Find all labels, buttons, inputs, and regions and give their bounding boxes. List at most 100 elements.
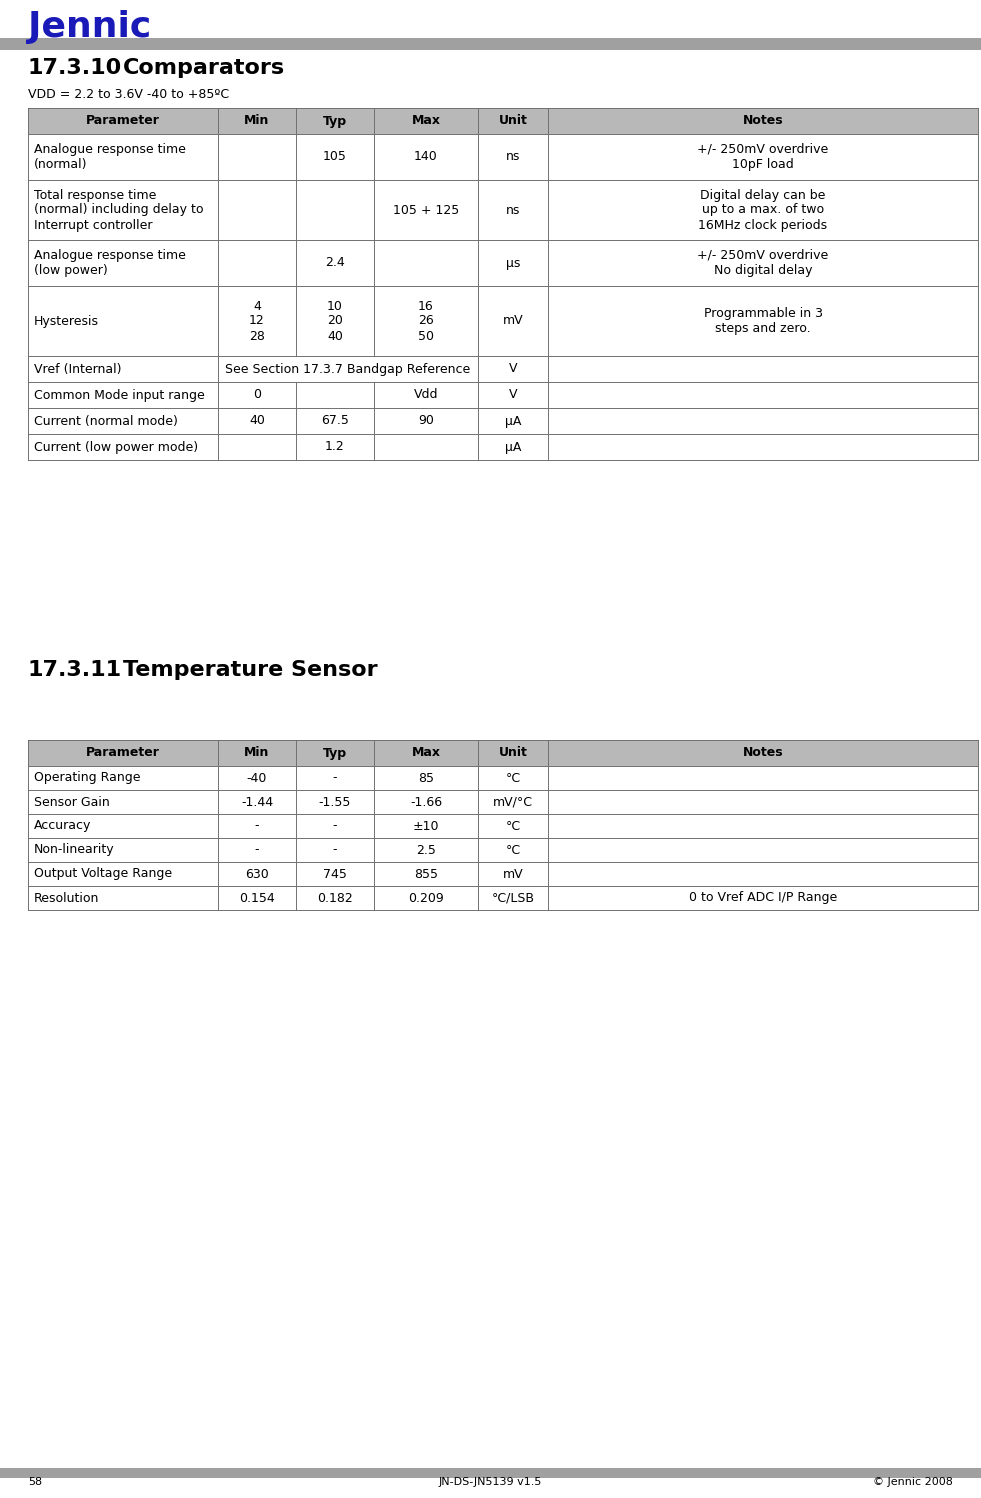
Text: °C/LSB: °C/LSB xyxy=(491,891,535,905)
Bar xyxy=(28,382,978,407)
Text: Vref (Internal): Vref (Internal) xyxy=(34,363,122,376)
Text: 105 + 125: 105 + 125 xyxy=(392,204,459,217)
Text: Jennic: Jennic xyxy=(28,10,151,43)
Bar xyxy=(28,133,978,180)
Bar xyxy=(28,740,978,765)
Text: -: - xyxy=(255,843,259,857)
Text: Digital delay can be
up to a max. of two
16MHz clock periods: Digital delay can be up to a max. of two… xyxy=(698,189,828,232)
Text: 0.154: 0.154 xyxy=(239,891,275,905)
Text: Vdd: Vdd xyxy=(414,388,439,401)
Text: 855: 855 xyxy=(414,867,438,881)
Text: See Section 17.3.7 Bandgap Reference: See Section 17.3.7 Bandgap Reference xyxy=(226,363,471,376)
Text: -: - xyxy=(333,771,337,785)
Text: Typ: Typ xyxy=(323,746,347,759)
Text: 630: 630 xyxy=(245,867,269,881)
Text: +/- 250mV overdrive
No digital delay: +/- 250mV overdrive No digital delay xyxy=(697,249,829,277)
Text: -40: -40 xyxy=(247,771,267,785)
Text: µs: µs xyxy=(506,256,520,270)
Text: Programmable in 3
steps and zero.: Programmable in 3 steps and zero. xyxy=(703,307,822,336)
Text: -: - xyxy=(255,819,259,833)
Text: °C: °C xyxy=(505,771,521,785)
Text: 17.3.10: 17.3.10 xyxy=(28,58,123,78)
Text: Temperature Sensor: Temperature Sensor xyxy=(123,661,378,680)
Bar xyxy=(28,180,978,240)
Text: 58: 58 xyxy=(28,1477,42,1488)
Text: 40: 40 xyxy=(249,415,265,427)
Bar xyxy=(28,861,978,885)
Text: 745: 745 xyxy=(323,867,347,881)
Text: Hysteresis: Hysteresis xyxy=(34,315,99,328)
Text: Min: Min xyxy=(244,114,270,127)
Text: 4
12
28: 4 12 28 xyxy=(249,300,265,343)
Bar xyxy=(28,240,978,286)
Text: mV/°C: mV/°C xyxy=(493,795,533,809)
Bar xyxy=(28,789,978,813)
Bar xyxy=(28,837,978,861)
Text: -1.44: -1.44 xyxy=(241,795,273,809)
Bar xyxy=(0,1468,981,1479)
Text: Max: Max xyxy=(411,746,440,759)
Text: Current (low power mode): Current (low power mode) xyxy=(34,440,198,454)
Text: 105: 105 xyxy=(323,150,347,163)
Text: Typ: Typ xyxy=(323,114,347,127)
Text: Common Mode input range: Common Mode input range xyxy=(34,388,205,401)
Text: ±10: ±10 xyxy=(413,819,439,833)
Text: © Jennic 2008: © Jennic 2008 xyxy=(873,1477,953,1488)
Text: 2.5: 2.5 xyxy=(416,843,436,857)
Text: -: - xyxy=(333,819,337,833)
Text: °C: °C xyxy=(505,843,521,857)
Text: -: - xyxy=(333,843,337,857)
Text: -1.55: -1.55 xyxy=(319,795,351,809)
Text: ns: ns xyxy=(506,150,520,163)
Text: Parameter: Parameter xyxy=(86,114,160,127)
Text: VDD = 2.2 to 3.6V -40 to +85ºC: VDD = 2.2 to 3.6V -40 to +85ºC xyxy=(28,88,230,100)
Text: Current (normal mode): Current (normal mode) xyxy=(34,415,178,427)
Bar xyxy=(28,813,978,837)
Text: Accuracy: Accuracy xyxy=(34,819,91,833)
Text: mV: mV xyxy=(502,867,523,881)
Text: 10
20
40: 10 20 40 xyxy=(327,300,343,343)
Text: Total response time
(normal) including delay to
Interrupt controller: Total response time (normal) including d… xyxy=(34,189,203,232)
Text: Notes: Notes xyxy=(743,746,783,759)
Text: mV: mV xyxy=(502,315,523,328)
Bar xyxy=(28,108,978,133)
Text: Analogue response time
(low power): Analogue response time (low power) xyxy=(34,249,185,277)
Text: 1.2: 1.2 xyxy=(325,440,345,454)
Text: 140: 140 xyxy=(414,150,438,163)
Text: µA: µA xyxy=(505,415,521,427)
Text: Analogue response time
(normal): Analogue response time (normal) xyxy=(34,142,185,171)
Text: µA: µA xyxy=(505,440,521,454)
Text: 0.182: 0.182 xyxy=(317,891,353,905)
Text: °C: °C xyxy=(505,819,521,833)
Text: -1.66: -1.66 xyxy=(410,795,442,809)
Bar xyxy=(0,37,981,49)
Text: JN-DS-JN5139 v1.5: JN-DS-JN5139 v1.5 xyxy=(439,1477,542,1488)
Text: 85: 85 xyxy=(418,771,434,785)
Text: 16
26
50: 16 26 50 xyxy=(418,300,434,343)
Text: V: V xyxy=(509,388,517,401)
Text: 17.3.11: 17.3.11 xyxy=(28,661,122,680)
Bar xyxy=(28,407,978,434)
Text: +/- 250mV overdrive
10pF load: +/- 250mV overdrive 10pF load xyxy=(697,142,829,171)
Text: Notes: Notes xyxy=(743,114,783,127)
Text: ns: ns xyxy=(506,204,520,217)
Text: 0.209: 0.209 xyxy=(408,891,443,905)
Text: Non-linearity: Non-linearity xyxy=(34,843,115,857)
Text: Operating Range: Operating Range xyxy=(34,771,140,785)
Text: 0: 0 xyxy=(253,388,261,401)
Text: Unit: Unit xyxy=(498,746,528,759)
Text: Min: Min xyxy=(244,746,270,759)
Bar xyxy=(28,765,978,789)
Text: Sensor Gain: Sensor Gain xyxy=(34,795,110,809)
Bar xyxy=(28,357,978,382)
Text: 2.4: 2.4 xyxy=(325,256,345,270)
Text: Resolution: Resolution xyxy=(34,891,99,905)
Bar xyxy=(28,434,978,460)
Text: 67.5: 67.5 xyxy=(321,415,349,427)
Bar xyxy=(28,885,978,909)
Text: Unit: Unit xyxy=(498,114,528,127)
Text: 0 to Vref ADC I/P Range: 0 to Vref ADC I/P Range xyxy=(689,891,837,905)
Text: Output Voltage Range: Output Voltage Range xyxy=(34,867,172,881)
Text: 90: 90 xyxy=(418,415,434,427)
Bar xyxy=(28,286,978,357)
